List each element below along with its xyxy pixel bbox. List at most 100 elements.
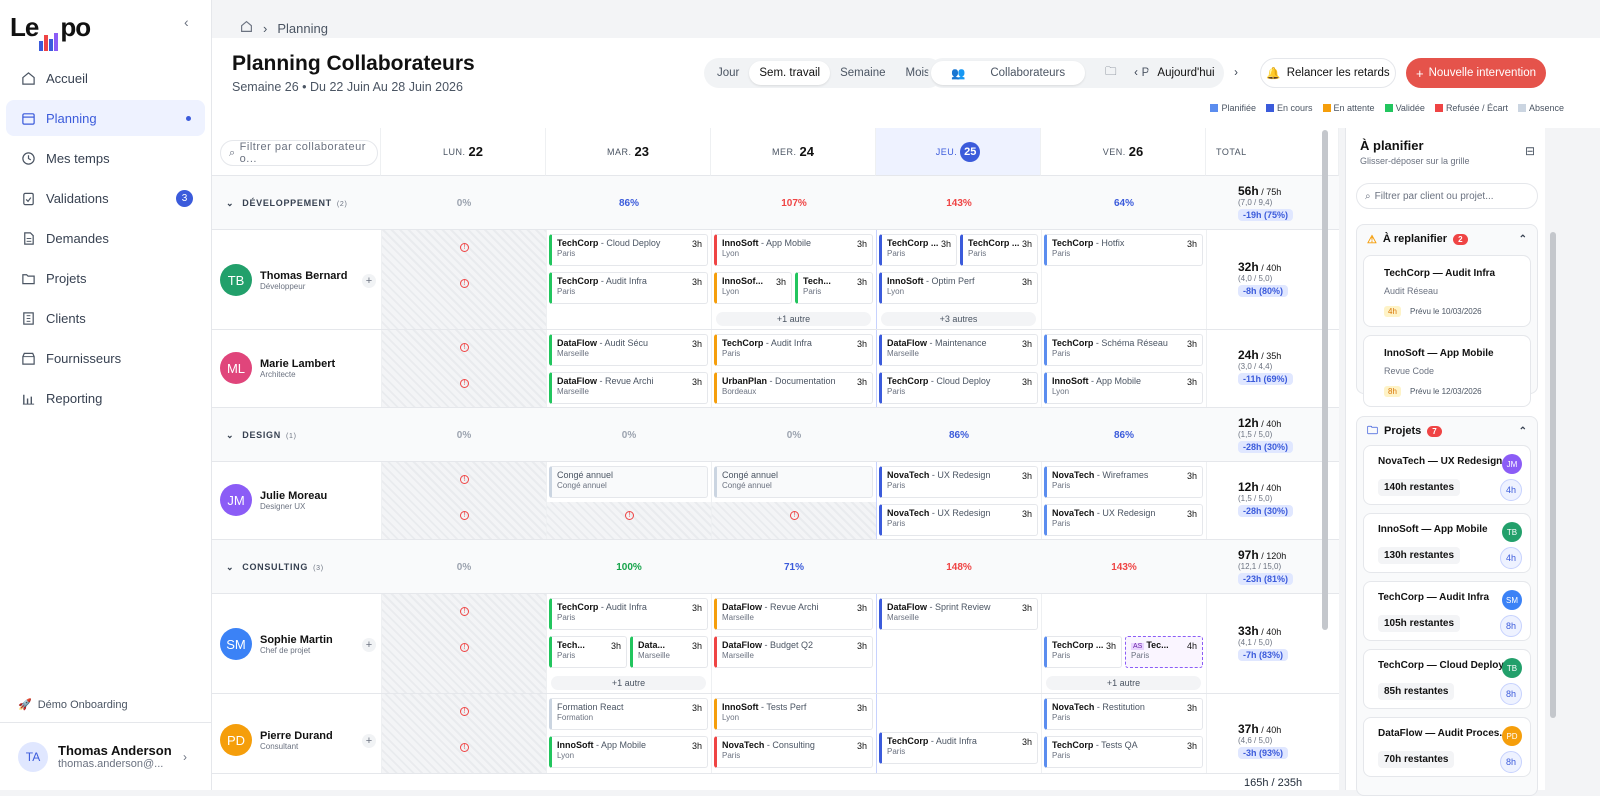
view-week[interactable]: Semaine: [840, 67, 886, 79]
home-icon[interactable]: [240, 20, 253, 36]
project-card[interactable]: DataFlow — Audit Proces... 70h restantes P…: [1363, 717, 1531, 777]
collapse-sidebar-icon[interactable]: ‹: [184, 14, 189, 30]
view-day[interactable]: Jour: [717, 67, 740, 79]
assignment-card[interactable]: Formation React Formation 3h: [549, 698, 708, 730]
project-card[interactable]: TechCorp — Cloud Deploy 85h restantes TB 8h: [1363, 649, 1531, 709]
project-card[interactable]: NovaTech — UX Redesign 140h restantes JM 4h: [1363, 445, 1531, 505]
assignment-card[interactable]: TechCorp ... Paris 3h: [960, 234, 1038, 266]
assignment-card[interactable]: TechCorp - Cloud Deploy Paris 3h: [879, 372, 1038, 404]
assignment-card[interactable]: TechCorp - Schéma Réseau Paris 3h: [1044, 334, 1203, 366]
assignment-card[interactable]: NovaTech - UX Redesign Paris 3h: [879, 466, 1038, 498]
replan-card[interactable]: TechCorp — Audit Infra Audit Réseau 4h Prév…: [1363, 255, 1531, 327]
sidebar-item-reporting[interactable]: Reporting: [6, 380, 205, 416]
assignment-card[interactable]: NovaTech - Wireframes Paris 3h: [1044, 466, 1203, 498]
assignment-card[interactable]: InnoSoft - App Mobile Lyon 3h: [714, 234, 873, 266]
assignment-card[interactable]: InnoSoft - Optim Perf Lyon 3h: [879, 272, 1038, 304]
assignment-card[interactable]: TechCorp - Audit Infra Paris 3h: [879, 732, 1038, 764]
assignment-card[interactable]: DataFlow - Revue Archi Marseille 3h: [714, 598, 873, 630]
sidebar-item-accueil[interactable]: Accueil: [6, 60, 205, 96]
projects-header[interactable]: 🗀 Projets 7 ⌃: [1357, 417, 1537, 445]
empty-day[interactable]: [547, 502, 711, 539]
person[interactable]: PD Pierre Durand Consultant: [220, 724, 333, 756]
panel-scrollbar[interactable]: [1550, 232, 1556, 718]
day-header-tue[interactable]: MAR. 23: [546, 128, 711, 176]
app-logo[interactable]: Le po: [10, 12, 91, 52]
day-header-mon[interactable]: LUN. 22: [381, 128, 546, 176]
demo-onboarding-link[interactable]: 🚀 Démo Onboarding: [18, 698, 128, 712]
more-assignments-link[interactable]: +1 autre: [716, 312, 871, 326]
person[interactable]: JM Julie Moreau Designer UX: [220, 484, 327, 516]
view-month[interactable]: Mois: [905, 67, 930, 79]
day-header-thu[interactable]: JEU. 25: [876, 128, 1041, 176]
assignment-card[interactable]: TechCorp - Hotfix Paris 3h: [1044, 234, 1203, 266]
empty-day[interactable]: [382, 330, 546, 407]
assignment-card[interactable]: DataFlow - Budget Q2 Marseille 3h: [714, 636, 873, 668]
assignment-card[interactable]: InnoSoft - App Mobile Lyon 3h: [549, 736, 708, 768]
empty-day[interactable]: [382, 694, 546, 773]
add-assignment-button[interactable]: +: [362, 734, 376, 748]
assignment-card[interactable]: TechCorp - Cloud Deploy Paris 3h: [549, 234, 708, 266]
absence-card[interactable]: Congé annuel Congé annuel: [549, 466, 708, 498]
collaborator-filter-input[interactable]: ⌕ Filtrer par collaborateur o...: [220, 140, 378, 166]
empty-day[interactable]: [712, 502, 876, 539]
day-header-wed[interactable]: MER. 24: [711, 128, 876, 176]
assignment-card[interactable]: DataFlow - Sprint Review Marseille 3h: [879, 598, 1038, 630]
assignment-card[interactable]: TechCorp - Tests QA Paris 3h: [1044, 736, 1203, 768]
assignment-card[interactable]: TechCorp - Audit Infra Paris 3h: [549, 598, 708, 630]
assignment-card[interactable]: Tech... Paris 3h: [795, 272, 873, 304]
add-assignment-button[interactable]: +: [362, 638, 376, 652]
person[interactable]: SM Sophie Martin Chef de projet: [220, 628, 333, 660]
assignment-card[interactable]: TechCorp ... Paris 3h: [1044, 636, 1122, 668]
collapse-panel-icon[interactable]: ⊟: [1524, 144, 1535, 158]
assignment-card[interactable]: NovaTech - UX Redesign Paris 3h: [879, 504, 1038, 536]
more-assignments-link[interactable]: +1 autre: [1046, 676, 1201, 690]
sidebar-item-validations[interactable]: Validations 3: [6, 180, 205, 216]
person[interactable]: ML Marie Lambert Architecte: [220, 352, 335, 384]
person[interactable]: TB Thomas Bernard Développeur: [220, 264, 347, 296]
assignment-card[interactable]: Tech... Paris 3h: [549, 636, 627, 668]
empty-day[interactable]: [382, 462, 546, 539]
sidebar-item-planning[interactable]: Planning: [6, 100, 205, 136]
assignment-card[interactable]: Data... Marseille 3h: [630, 636, 708, 668]
mode-collaborateurs[interactable]: 👥 Collaborateurs: [931, 61, 1086, 85]
new-intervention-button[interactable]: + Nouvelle intervention: [1406, 58, 1546, 88]
assignment-card[interactable]: InnoSof... Lyon 3h: [714, 272, 792, 304]
sidebar-item-projets[interactable]: Projets: [6, 260, 205, 296]
project-card[interactable]: TechCorp — Audit Infra 105h restantes SM 8h: [1363, 581, 1531, 641]
group-consulting[interactable]: ⌄ CONSULTING (3) 0% 100% 71% 148% 143% 97h…: [212, 540, 1339, 594]
sidebar-item-clients[interactable]: Clients: [6, 300, 205, 336]
add-assignment-button[interactable]: +: [362, 274, 376, 288]
today-button[interactable]: Aujourd'hui: [1148, 58, 1224, 88]
assignment-card[interactable]: DataFlow - Maintenance Marseille 3h: [879, 334, 1038, 366]
assignment-card[interactable]: DataFlow - Audit Sécu Marseille 3h: [549, 334, 708, 366]
assignment-card[interactable]: TechCorp ... Paris 3h: [879, 234, 957, 266]
replan-card[interactable]: InnoSoft — App Mobile Revue Code 8h Prévu l…: [1363, 335, 1531, 407]
group-developpement[interactable]: ⌄ DÉVELOPPEMENT (2) 0% 86% 107% 143% 64% 5…: [212, 176, 1339, 230]
panel-search-input[interactable]: ⌕ Filtrer par client ou projet...: [1356, 183, 1538, 209]
absence-card[interactable]: Congé annuel Congé annuel: [714, 466, 873, 498]
assignment-card[interactable]: UrbanPlan - Documentation Bordeaux 3h: [714, 372, 873, 404]
relaunch-button[interactable]: 🔔 Relancer les retards: [1260, 58, 1396, 88]
replan-header[interactable]: ⚠ À replanifier 2 ⌃: [1367, 233, 1527, 246]
group-design[interactable]: ⌄ DESIGN (1) 0% 0% 0% 86% 86% 12h / 40h (1,…: [212, 408, 1339, 462]
assignment-card[interactable]: InnoSoft - Tests Perf Lyon 3h: [714, 698, 873, 730]
sidebar-item-demandes[interactable]: Demandes: [6, 220, 205, 256]
more-assignments-link[interactable]: +3 autres: [881, 312, 1036, 326]
user-menu[interactable]: TA Thomas Anderson thomas.anderson@... ›: [0, 722, 211, 790]
assignment-card[interactable]: TechCorp - Audit Infra Paris 3h: [549, 272, 708, 304]
assignment-card[interactable]: NovaTech - Consulting Paris 3h: [714, 736, 873, 768]
prev-week-button[interactable]: ‹: [1134, 67, 1138, 79]
assignment-card[interactable]: InnoSoft - App Mobile Lyon 3h: [1044, 372, 1203, 404]
assignment-card[interactable]: NovaTech - Restitution Paris 3h: [1044, 698, 1203, 730]
assignment-card[interactable]: DataFlow - Revue Archi Marseille 3h: [549, 372, 708, 404]
suggested-assignment-card[interactable]: AS Tec... Paris 4h: [1125, 636, 1203, 668]
project-card[interactable]: InnoSoft — App Mobile 130h restantes TB 4h: [1363, 513, 1531, 573]
assignment-card[interactable]: NovaTech - UX Redesign Paris 3h: [1044, 504, 1203, 536]
assignment-card[interactable]: TechCorp - Audit Infra Paris 3h: [714, 334, 873, 366]
grid-scrollbar[interactable]: [1322, 130, 1328, 630]
view-work-week[interactable]: Sem. travail: [749, 61, 831, 85]
more-assignments-link[interactable]: +1 autre: [551, 676, 706, 690]
day-header-fri[interactable]: VEN. 26: [1041, 128, 1206, 176]
sidebar-item-mes-temps[interactable]: Mes temps: [6, 140, 205, 176]
next-week-button[interactable]: ›: [1234, 67, 1238, 79]
